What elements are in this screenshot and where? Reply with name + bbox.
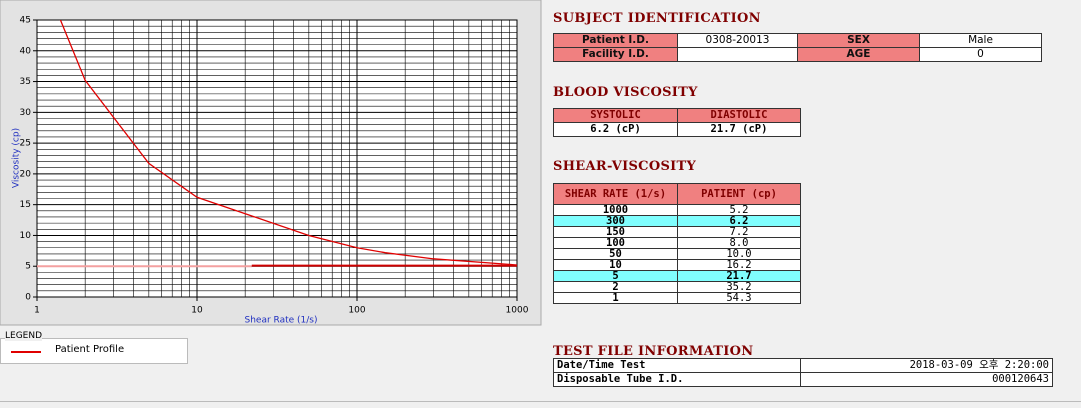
header: SYSTOLIC — [553, 108, 678, 123]
y-axis-label: Viscosity (cp) — [12, 128, 22, 188]
y-tick-label: 0 — [25, 293, 31, 303]
y-tick-label: 25 — [20, 139, 31, 149]
label: Date/Time Test — [553, 358, 801, 373]
y-tick-label: 35 — [20, 77, 31, 87]
table-row: 10 16.2 — [553, 259, 801, 271]
viscosity-value: 21.7 — [677, 270, 801, 282]
viscosity-value: 7.2 — [677, 226, 801, 238]
shear-rate: 300 — [553, 215, 678, 227]
viscosity-value: 16.2 — [677, 259, 801, 271]
shear-rate: 150 — [553, 226, 678, 238]
shear-rate: 50 — [553, 248, 678, 260]
x-tick-label: 10 — [191, 306, 203, 316]
viscosity-value: 35.2 — [677, 281, 801, 293]
table-row: 50 10.0 — [553, 248, 801, 260]
shear-rate: 1 — [553, 292, 678, 304]
label: SEX — [797, 33, 920, 48]
legend: LEGEND Patient Profile — [0, 331, 188, 364]
header: SHEAR RATE (1/s) — [553, 183, 678, 205]
plot-area — [37, 20, 517, 297]
viscosity-value: 8.0 — [677, 237, 801, 249]
status-bar — [0, 401, 1081, 408]
x-tick-label: 100 — [348, 306, 365, 316]
viscosity-value: 10.0 — [677, 248, 801, 260]
value: Male — [919, 33, 1042, 48]
value: 6.2 (cP) — [553, 122, 678, 137]
section-title: BLOOD VISCOSITY — [553, 85, 698, 100]
shear-rate: 2 — [553, 281, 678, 293]
shear-rate: 10 — [553, 259, 678, 271]
legend-swatch — [11, 351, 41, 353]
table-row: 5 21.7 — [553, 270, 801, 282]
y-tick-label: 10 — [20, 231, 32, 241]
table-row: 300 6.2 — [553, 215, 801, 227]
x-tick-label: 1000 — [506, 306, 529, 316]
section-title: TEST FILE INFORMATION — [553, 344, 754, 359]
test-file-table: Date/Time Test 2018-03-09 오후 2:20:00 Disp… — [553, 358, 1053, 387]
y-tick-label: 40 — [20, 46, 32, 56]
y-tick-label: 20 — [20, 169, 32, 179]
value: 0308-20013 — [677, 33, 798, 48]
label: AGE — [797, 47, 920, 62]
table-row: 2 35.2 — [553, 281, 801, 293]
subject-table: Patient I.D. 0308-20013 SEX Male Facility I… — [553, 33, 1042, 62]
y-tick-label: 5 — [25, 262, 31, 272]
value: 0 — [919, 47, 1042, 62]
blood-table: SYSTOLIC DIASTOLIC 6.2 (cP) 21.7 (cP) — [553, 108, 801, 137]
value: 000120643 — [800, 372, 1053, 387]
series-line — [59, 20, 517, 266]
x-tick-label: 1 — [34, 306, 40, 316]
value — [677, 47, 798, 62]
table-row: 150 7.2 — [553, 226, 801, 238]
viscosity-value: 5.2 — [677, 204, 801, 216]
value: 21.7 (cP) — [677, 122, 801, 137]
value: 2018-03-09 오후 2:20:00 — [800, 358, 1053, 373]
table-row: 1000 5.2 — [553, 204, 801, 216]
y-tick-label: 30 — [20, 108, 32, 118]
shear-table: SHEAR RATE (1/s) PATIENT (cp) 1000 5.2 300 6… — [553, 183, 801, 304]
x-axis-label: Shear Rate (1/s) — [245, 316, 318, 326]
label: Patient I.D. — [553, 33, 678, 48]
label: Disposable Tube I.D. — [553, 372, 801, 387]
section-title: SHEAR-VISCOSITY — [553, 159, 697, 174]
table-row: 100 8.0 — [553, 237, 801, 249]
shear-rate: 1000 — [553, 204, 678, 216]
section-title: SUBJECT IDENTIFICATION — [553, 11, 761, 26]
plot-border — [36, 19, 518, 298]
viscosity-value: 54.3 — [677, 292, 801, 304]
shear-rate: 5 — [553, 270, 678, 282]
viscosity-value: 6.2 — [677, 215, 801, 227]
y-tick-label: 15 — [20, 200, 31, 210]
legend-title: LEGEND — [5, 331, 43, 341]
header: DIASTOLIC — [677, 108, 801, 123]
shear-rate: 100 — [553, 237, 678, 249]
chart: Shear Rate (1/s) Viscosity (cp) 0 5 10 15 20… — [0, 0, 542, 326]
y-tick-label: 45 — [20, 16, 31, 26]
legend-label: Patient Profile — [55, 344, 125, 355]
header: PATIENT (cp) — [677, 183, 801, 205]
label: Facility I.D. — [553, 47, 678, 62]
table-row: 1 54.3 — [553, 292, 801, 304]
